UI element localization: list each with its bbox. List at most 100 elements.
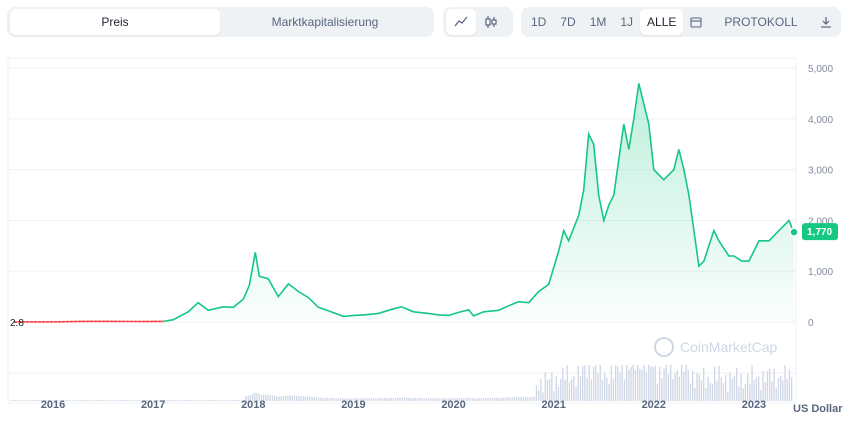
volume-bar	[606, 378, 608, 401]
volume-bar	[637, 365, 639, 401]
volume-bar	[720, 377, 722, 401]
volume-bar	[738, 386, 740, 401]
volume-bar	[520, 397, 522, 401]
current-price-label: 1,770	[807, 227, 832, 238]
volume-bar	[395, 397, 397, 401]
volume-bar	[641, 369, 643, 401]
volume-bar	[183, 400, 186, 401]
current-price-badge	[802, 223, 838, 241]
volume-bar	[722, 383, 725, 401]
volume-bar	[175, 400, 177, 401]
volume-bar	[43, 400, 45, 401]
volume-bar	[67, 400, 69, 401]
volume-bar	[566, 365, 568, 401]
range-1m[interactable]: 1M	[589, 15, 607, 29]
volume-bar	[159, 400, 161, 401]
volume-bar	[335, 398, 337, 401]
calendar-icon[interactable]	[683, 9, 709, 35]
volume-bar	[100, 400, 102, 401]
volume-bar	[362, 398, 364, 401]
volume-bar	[340, 398, 342, 401]
volume-bar	[670, 365, 672, 401]
volume-bar	[654, 365, 656, 401]
volume-bar	[681, 365, 683, 401]
volume-bar	[84, 400, 87, 401]
volume-bar	[364, 398, 366, 401]
volume-bar	[76, 400, 78, 401]
volume-bar	[659, 366, 661, 401]
volume-bar	[672, 379, 674, 401]
volume-bar	[571, 379, 573, 401]
volume-bar	[406, 397, 408, 401]
candlestick-icon[interactable]	[476, 9, 506, 35]
volume-bar	[487, 397, 489, 401]
x-axis: 2016 2017 2018 2019 2020 2021 2022 2023	[41, 399, 766, 411]
volume-bar	[663, 368, 665, 401]
volume-bar	[685, 365, 687, 401]
tab-price[interactable]: Preis	[10, 9, 220, 35]
volume-bar	[331, 398, 333, 401]
volume-bar	[509, 397, 511, 401]
volume-bar	[665, 365, 667, 401]
volume-bar	[10, 400, 12, 401]
volume-bar	[390, 397, 392, 401]
volume-bar	[678, 376, 681, 401]
range-1j[interactable]: 1J	[620, 15, 634, 29]
volume-bar	[234, 400, 236, 401]
volume-bar	[102, 400, 104, 401]
tab-market-cap[interactable]: Marktkapitalisierung	[271, 15, 379, 29]
range-1d[interactable]: 1D	[531, 15, 547, 29]
line-chart-icon[interactable]	[446, 9, 476, 35]
volume-bar	[269, 394, 271, 401]
x-tick-label: 2019	[341, 399, 365, 411]
volume-bar	[324, 397, 326, 401]
volume-bar	[727, 391, 729, 401]
volume-bar	[452, 398, 454, 401]
volume-bar	[478, 398, 480, 401]
volume-bar	[236, 400, 238, 401]
log-scale-button[interactable]: PROTOKOLL	[724, 15, 798, 29]
volume-bar	[148, 400, 150, 401]
volume-bar	[562, 367, 564, 401]
baseline-label: 2.8	[10, 318, 24, 329]
volume-bar	[282, 395, 285, 401]
volume-bar	[769, 368, 771, 401]
volume-bar	[348, 398, 351, 401]
volume-bar	[368, 398, 370, 401]
volume-bar	[78, 400, 80, 401]
volume-bar	[388, 397, 390, 401]
volume-bar	[351, 398, 353, 401]
range-all[interactable]: ALLE	[640, 9, 684, 35]
download-icon[interactable]	[813, 9, 839, 35]
x-tick-label: 2020	[441, 399, 465, 411]
volume-bar	[71, 400, 73, 401]
volume-bar	[12, 400, 14, 401]
price-area	[13, 83, 794, 323]
volume-bar	[612, 378, 615, 401]
y-axis: 0 1,000 2,000 3,000 4,000 5,000	[808, 64, 833, 329]
volume-bar	[238, 400, 241, 401]
baseline-segment	[13, 320, 164, 323]
volume-bar	[161, 400, 164, 401]
range-7d[interactable]: 7D	[560, 15, 576, 29]
volume-bar	[766, 371, 769, 401]
volume-bar	[513, 397, 516, 401]
volume-bar	[632, 365, 634, 401]
volume-bar	[142, 400, 144, 401]
volume-bar	[326, 397, 329, 401]
volume-bar	[784, 365, 786, 401]
volume-bar	[626, 365, 628, 401]
volume-bar	[436, 398, 439, 401]
volume-bar	[555, 375, 557, 401]
volume-bar	[709, 382, 711, 401]
volume-bar	[322, 397, 324, 401]
volume-bar	[568, 382, 571, 401]
volume-bar	[179, 400, 181, 401]
volume-bar	[500, 397, 502, 401]
volume-bar	[542, 392, 544, 401]
volume-bar	[304, 396, 307, 401]
volume-bar	[760, 390, 762, 401]
volume-bar	[533, 396, 535, 401]
volume-bar	[164, 400, 166, 401]
volume-bar	[62, 400, 65, 401]
